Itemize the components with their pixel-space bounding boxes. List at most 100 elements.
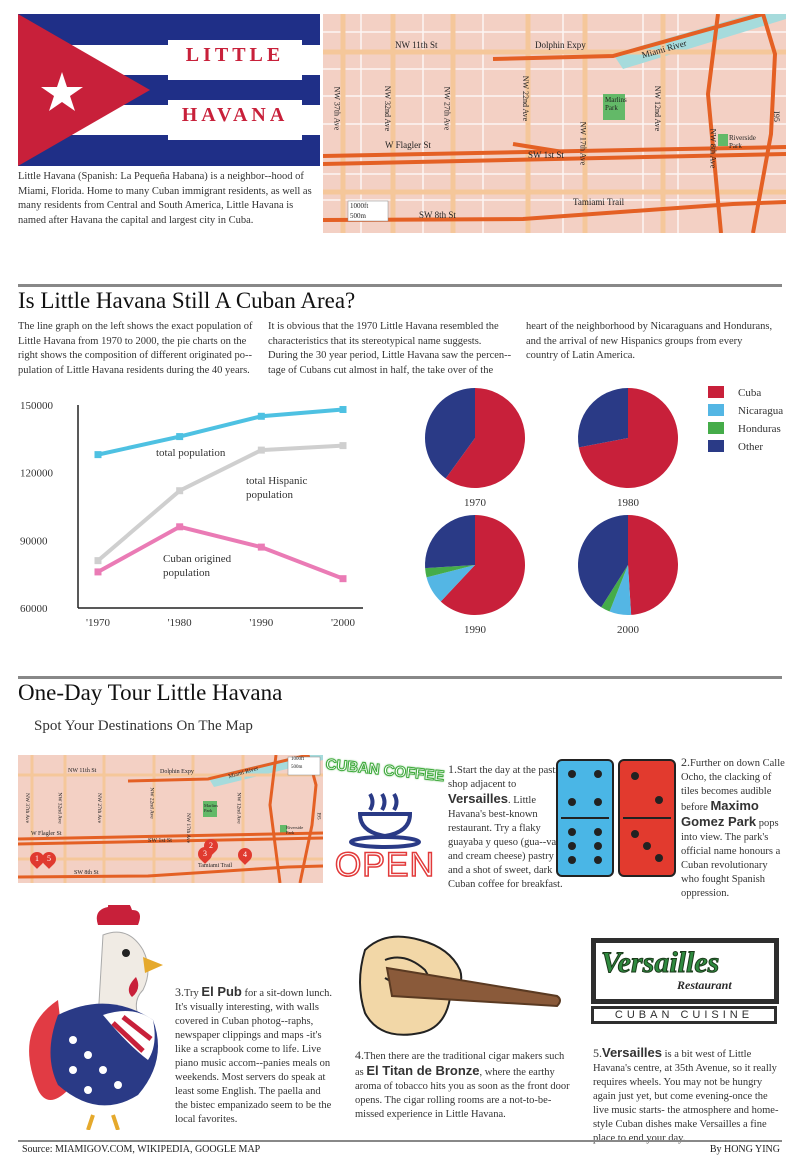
tour-map-scale-m: 500m xyxy=(291,765,303,770)
section1-col2: It is obvious that the 1970 Little Havan… xyxy=(268,321,512,376)
divider-2 xyxy=(18,676,782,679)
pie-slice-nicaragua-2000 xyxy=(609,565,632,615)
tour-map-i95: I95 xyxy=(315,812,322,820)
data-point xyxy=(94,557,102,565)
section2-subtitle: Spot Your Destinations On The Map xyxy=(34,718,253,734)
divider-1 xyxy=(18,284,782,287)
versailles-sign: Versailles Restaurant CUBAN CUISINE xyxy=(585,932,780,1032)
tour-map-ave27: NW 27th Ave xyxy=(96,792,103,824)
cuban-coffee-sign: CUBAN COFFEE OPEN xyxy=(324,750,445,885)
map-graphic xyxy=(323,14,786,233)
pie-label-1970: 1970 xyxy=(464,497,487,509)
map-label-ave22: NW 22nd Ave xyxy=(521,75,531,122)
rooster-illustration xyxy=(18,901,173,1131)
y-tick-label: 90000 xyxy=(20,535,48,547)
legend-label-nicaragua: Nicaragua xyxy=(738,405,783,417)
data-point xyxy=(176,487,184,495)
x-tick-label: '2000 xyxy=(331,617,355,629)
map-label-marlins: Marlins Park xyxy=(605,96,627,112)
pie-slice-cuba-1980 xyxy=(578,388,678,488)
cuba-flag-graphic xyxy=(18,14,320,166)
data-point xyxy=(94,451,102,459)
pie-slice-other-1980 xyxy=(578,388,628,448)
map-label-ave8: NW 8th Ave xyxy=(708,128,718,169)
step2-text: 2.Further on down Calle Ocho, the clacki… xyxy=(681,755,785,899)
pie-slice-other-1970 xyxy=(425,388,475,479)
data-point xyxy=(94,568,102,576)
map-label-riverside: Riverside Park xyxy=(729,134,756,150)
tour-map-scale-ft: 1000ft xyxy=(291,757,305,762)
section1-title: Is Little Havana Still A Cuban Area? xyxy=(18,288,356,313)
pie-label-2000: 2000 xyxy=(617,624,640,636)
data-point xyxy=(339,442,347,450)
legend-label-other: Other xyxy=(738,441,763,453)
coffee-cup-icon xyxy=(349,792,421,849)
cigar-illustration xyxy=(355,930,565,1045)
pie-slice-cuba-1970 xyxy=(445,388,525,488)
map-pin-2[interactable]: 2 xyxy=(201,836,221,856)
data-point xyxy=(257,412,265,420)
map-label-sw8: SW 8th St xyxy=(419,210,456,220)
tour-map-ave32: NW 32nd Ave xyxy=(56,792,63,824)
label-cuban-origined: Cuban origined population xyxy=(163,553,232,579)
series-cuban-line xyxy=(97,524,344,581)
section2-title: One-Day Tour Little Havana xyxy=(18,680,283,705)
map-label-ave27: NW 27th Ave xyxy=(442,86,452,131)
legend-swatch-other xyxy=(708,440,724,452)
legend-label-cuba: Cuba xyxy=(738,387,761,399)
versailles-sign-cuisine: CUBAN CUISINE xyxy=(591,1006,777,1024)
label-total-population: total population xyxy=(156,447,226,459)
map-label-ave32: NW 32nd Ave xyxy=(383,85,393,132)
tour-map-riverside: Riverside Park xyxy=(286,825,304,835)
versailles-sign-name: Versailles xyxy=(600,946,720,980)
section1-col1: The line graph on the left shows the exa… xyxy=(18,321,253,376)
label-total-hispanic: total Hispanic population xyxy=(246,475,308,501)
tour-map-nw11: NW 11th St xyxy=(68,768,97,774)
map-label-sw1: SW 1st St xyxy=(528,150,564,160)
y-tick-label: 150000 xyxy=(20,400,54,412)
tour-map-flagler: W Flagler St xyxy=(31,831,62,837)
intro-text: Little Havana (Spanish: La Pequeña Haban… xyxy=(18,171,312,226)
pie-slice-cuba-2000 xyxy=(628,515,678,615)
y-tick-label: 60000 xyxy=(20,603,48,615)
tour-map-ave17: NW 17th Ave xyxy=(185,812,192,844)
step3-text: 3.Try El Pub for a sit-down lunch. It's … xyxy=(175,984,332,1126)
data-point xyxy=(176,433,184,441)
data-point xyxy=(339,575,347,583)
map-label-tamiami: Tamiami Trail xyxy=(573,197,625,207)
tour-map-ave37: NW 37th Ave xyxy=(24,792,31,824)
map-label-ave17: NW 17th Ave xyxy=(578,121,588,166)
pie-slice-cuba-1990 xyxy=(440,515,525,615)
legend-swatch-nicaragua xyxy=(708,404,724,416)
map-scale-m: 500m xyxy=(350,212,366,220)
cuba-flag xyxy=(18,14,320,166)
cigar-icon xyxy=(359,935,561,1036)
pie-slice-honduras-2000 xyxy=(601,565,628,612)
population-line-chart: 60000 90000 120000 150000 '1970 '1980 '1990 '20… xyxy=(20,400,363,629)
data-point xyxy=(339,406,347,414)
map-label-flagler: W Flagler St xyxy=(385,140,431,150)
x-tick-label: '1990 xyxy=(249,617,273,629)
legend-swatch-honduras xyxy=(708,422,724,434)
step4-text: 4.Then there are the traditional cigar m… xyxy=(355,1048,570,1120)
versailles-sign-frame xyxy=(591,938,779,1004)
map-label-nw11: NW 11th St xyxy=(395,40,438,50)
map-scale-ft: 1000ft xyxy=(350,202,369,210)
section1-col3: heart of the neighborhood by Nicaraguans… xyxy=(526,321,773,361)
versailles-sign-sub: Restaurant xyxy=(677,978,732,992)
pie-label-1990: 1990 xyxy=(464,624,487,636)
map-pin-5[interactable]: 5 xyxy=(39,849,59,869)
step5-text: 5.Versailles is a bit west of Little Hav… xyxy=(593,1045,779,1145)
pie-slice-honduras-1990 xyxy=(425,565,475,578)
legend-swatch-cuba xyxy=(708,386,724,398)
tour-map-ave22: NW 22nd Ave xyxy=(148,787,155,819)
tour-map-ave12: NW 12nd Ave xyxy=(235,792,242,824)
x-tick-label: '1980 xyxy=(168,617,192,629)
rooster-icon xyxy=(29,901,163,1131)
tour-map-sw8: SW 8th St xyxy=(74,870,99,876)
divider-3 xyxy=(18,1140,782,1142)
tour-map: NW 11th St Dolphin Expy Miami River NW 3… xyxy=(18,755,323,883)
data-point xyxy=(257,543,265,551)
map-pin-4[interactable]: 4 xyxy=(235,845,255,865)
pie-slice-other-1990 xyxy=(425,515,475,569)
